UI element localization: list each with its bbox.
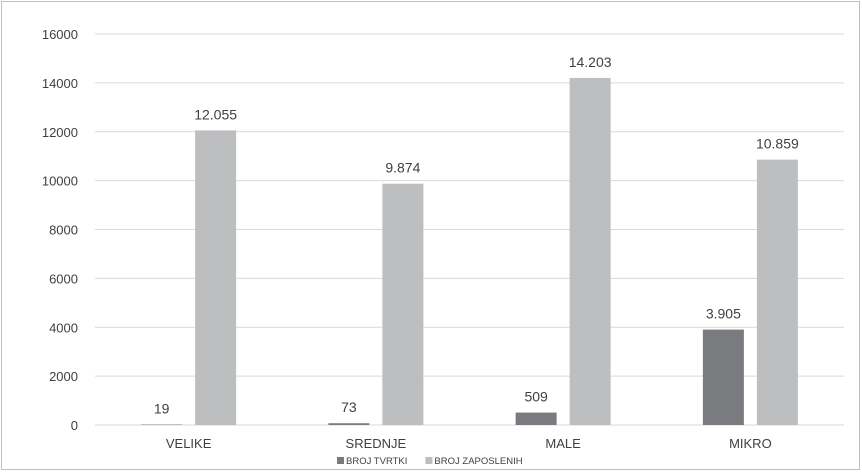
bar-broj-zaposlenih-male (570, 78, 611, 425)
y-tick-label: 14000 (42, 76, 78, 91)
bar-broj-zaposlenih-velike (195, 130, 236, 425)
data-label: 12.055 (194, 106, 237, 122)
bar-broj-tvrtki-male (516, 413, 557, 425)
y-axis-ticks: 0 2000 4000 6000 8000 10000 12000 14000 16000 (42, 27, 78, 433)
bar-broj-zaposlenih-srednje (382, 184, 423, 425)
y-tick-label: 8000 (49, 223, 78, 238)
data-label: 10.859 (756, 136, 799, 152)
y-tick-label: 0 (71, 418, 78, 433)
y-tick-label: 4000 (49, 320, 78, 335)
legend-label: BROJ ZAPOSLENIH (434, 456, 522, 467)
x-category-label: SREDNJE (346, 436, 407, 451)
data-label: 14.203 (569, 54, 612, 70)
x-category-label: VELIKE (166, 436, 212, 451)
legend-swatch (337, 457, 344, 464)
legend-swatch (425, 457, 432, 464)
y-tick-label: 2000 (49, 369, 78, 384)
y-tick-label: 12000 (42, 125, 78, 140)
y-tick-label: 10000 (42, 174, 78, 189)
legend: BROJ TVRTKI BROJ ZAPOSLENIH (337, 456, 523, 467)
bar-broj-zaposlenih-mikro (757, 160, 798, 425)
bar-broj-tvrtki-srednje (328, 423, 369, 425)
y-tick-label: 16000 (42, 27, 78, 42)
data-label: 3.905 (706, 306, 741, 322)
bar-broj-tvrtki-mikro (703, 330, 744, 425)
y-tick-label: 6000 (49, 271, 78, 286)
bars (141, 78, 798, 425)
x-axis-categories: VELIKE SREDNJE MALE MIKRO (166, 436, 772, 451)
data-label: 509 (524, 389, 548, 405)
data-label: 73 (341, 399, 357, 415)
x-category-label: MIKRO (729, 436, 772, 451)
x-category-label: MALE (545, 436, 581, 451)
legend-label: BROJ TVRTKI (346, 456, 407, 467)
data-label: 19 (154, 401, 170, 417)
data-labels: 19 12.055 73 9.874 509 14.203 3.905 10.859 (154, 54, 799, 417)
data-label: 9.874 (385, 160, 420, 176)
